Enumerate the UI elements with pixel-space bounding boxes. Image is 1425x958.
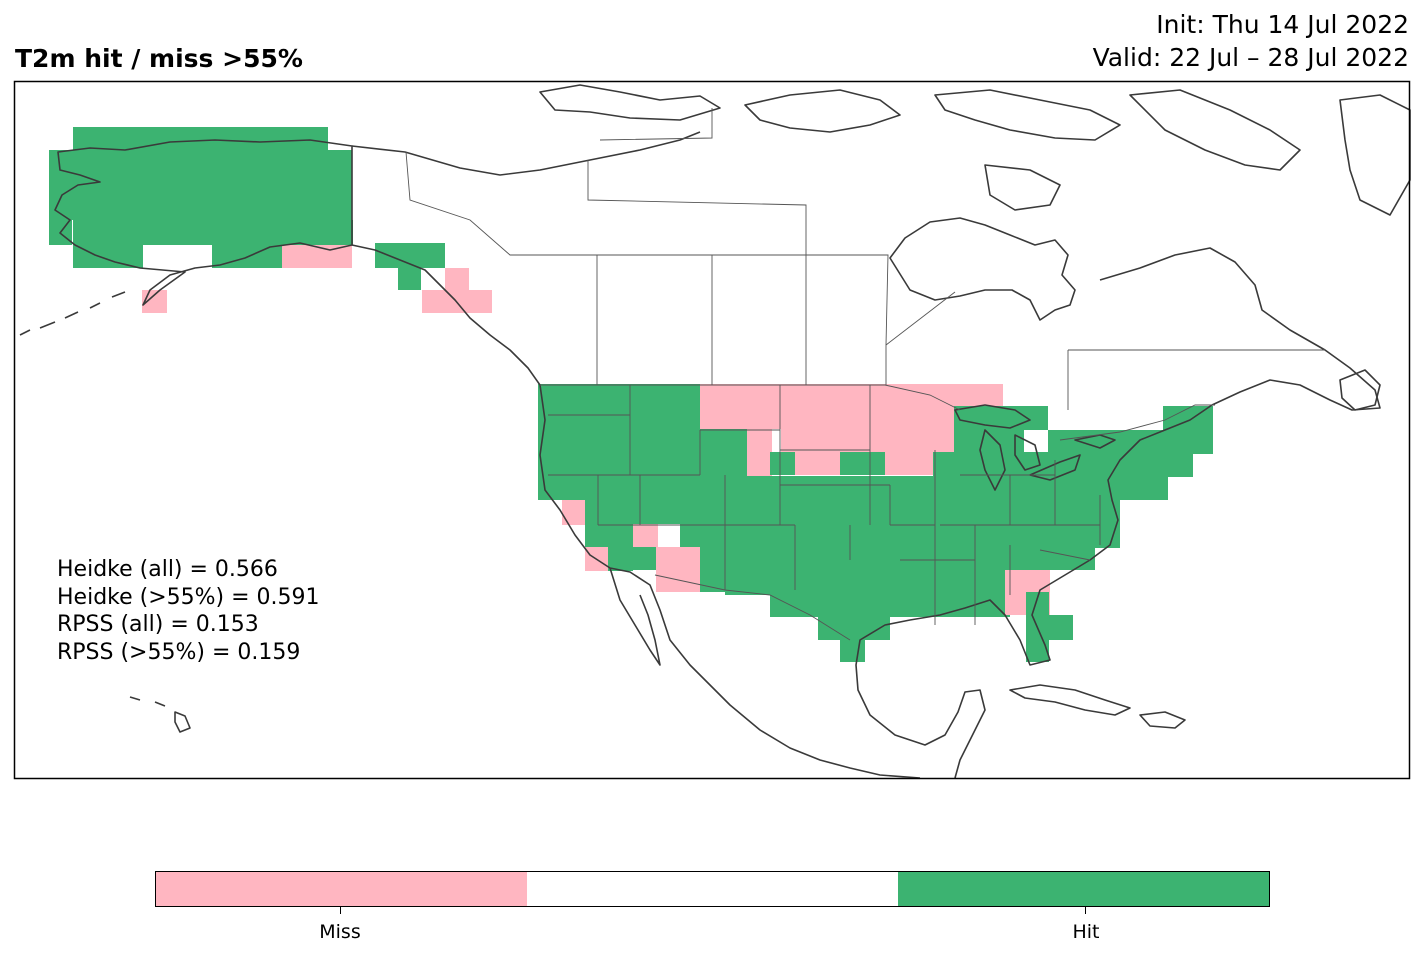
hit-cell [1163,452,1193,477]
hit-cell [770,592,1010,617]
miss-cell [445,268,469,290]
colorbar [155,871,1270,907]
miss-cell [747,429,772,476]
miss-cell [633,524,658,547]
hit-cell [725,570,1005,593]
score-box: Heidke (all) = 0.566 Heidke (>55%) = 0.5… [57,556,320,666]
borders [405,108,1325,641]
miss-cell [656,547,701,592]
rpss-above-55: RPSS (>55%) = 0.159 [57,639,301,665]
init-date: Init: Thu 14 Jul 2022 [1156,10,1409,39]
miss-cell [562,500,585,525]
miss-cell [747,406,1005,429]
forecast-cells [49,127,1213,662]
hit-cell [73,127,328,152]
hit-cell [818,615,890,640]
map-title: T2m hit / miss >55% [15,44,303,73]
hit-miss-map [13,80,1411,780]
rpss-all: RPSS (all) = 0.153 [57,612,259,637]
valid-period: Valid: 22 Jul – 28 Jul 2022 [1092,43,1409,72]
hit-cell [73,245,143,268]
miss-cell [795,452,840,475]
hit-cell [680,524,725,547]
hit-cell [1020,547,1095,570]
colorbar-label-hit: Hit [1072,921,1100,943]
hit-cell [49,150,352,220]
colorbar-hit-swatch [898,872,1269,906]
miss-cell [282,245,352,268]
colorbar-tick-hit [1085,907,1086,914]
hit-cell [933,452,1168,500]
hit-cell [840,640,865,662]
hit-cell [770,452,795,475]
miss-cell [871,429,954,452]
hit-cell [73,220,353,245]
map-frame [13,80,1411,780]
hit-cell [398,268,421,290]
colorbar-tick-miss [340,907,341,914]
hit-cell [700,429,747,476]
hit-cell [1049,615,1073,640]
hit-cell [608,547,656,570]
hit-cell [840,452,885,475]
hit-cell [700,547,725,592]
miss-cell [700,384,1003,406]
miss-cell [781,429,871,452]
coastlines [19,84,1411,779]
miss-cell [700,406,747,429]
hit-cell [725,500,1120,548]
heidke-all: Heidke (all) = 0.566 [57,557,278,582]
colorbar-miss-swatch [156,872,527,906]
miss-cell [142,290,167,313]
colorbar-label-miss: Miss [319,921,361,943]
colorbar-neutral-swatch [527,872,898,906]
heidke-above-55: Heidke (>55%) = 0.591 [57,584,320,610]
miss-cell [885,452,933,475]
